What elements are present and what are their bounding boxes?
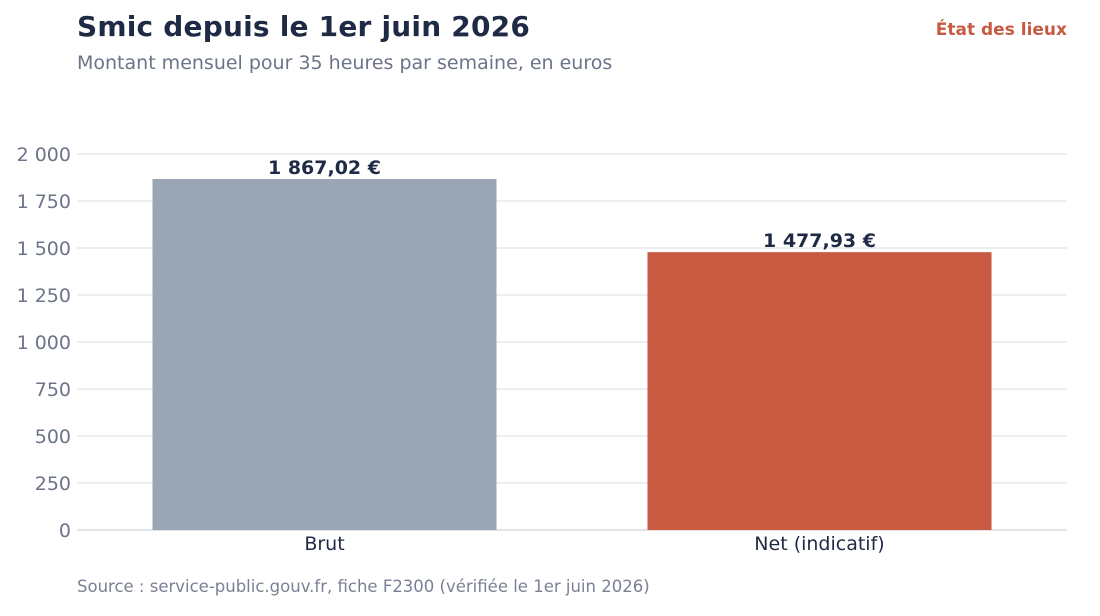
source-note: Source : service-public.gouv.fr, fiche F…: [77, 577, 650, 596]
bar-brut: [152, 179, 497, 530]
bars: [152, 179, 992, 530]
brand-label: État des lieux: [935, 20, 1067, 40]
chart-subtitle: Montant mensuel pour 35 heures par semai…: [77, 52, 613, 74]
y-tick-label: 1 500: [17, 238, 71, 260]
data-label: 1 867,02 €: [268, 157, 381, 179]
y-tick-label: 2 000: [17, 144, 71, 166]
chart-title: Smic depuis le 1er juin 2026: [77, 10, 531, 43]
y-tick-label: 500: [35, 426, 71, 448]
y-tick-label: 750: [35, 379, 71, 401]
x-axis-ticks: Brut Net (indicatif): [304, 533, 884, 555]
x-tick-label: Brut: [304, 533, 344, 555]
y-tick-label: 0: [59, 520, 71, 542]
data-label: 1 477,93 €: [763, 230, 876, 252]
y-tick-label: 250: [35, 473, 71, 495]
y-axis-ticks: 0 250 500 750 1 000 1 250 1 500 1 750 2 000: [17, 144, 71, 542]
x-tick-label: Net (indicatif): [754, 533, 884, 555]
bar-net: [647, 252, 992, 530]
y-tick-label: 1 250: [17, 285, 71, 307]
y-tick-label: 1 000: [17, 332, 71, 354]
y-tick-label: 1 750: [17, 191, 71, 213]
data-labels: 1 867,02 € 1 477,93 €: [268, 157, 876, 252]
